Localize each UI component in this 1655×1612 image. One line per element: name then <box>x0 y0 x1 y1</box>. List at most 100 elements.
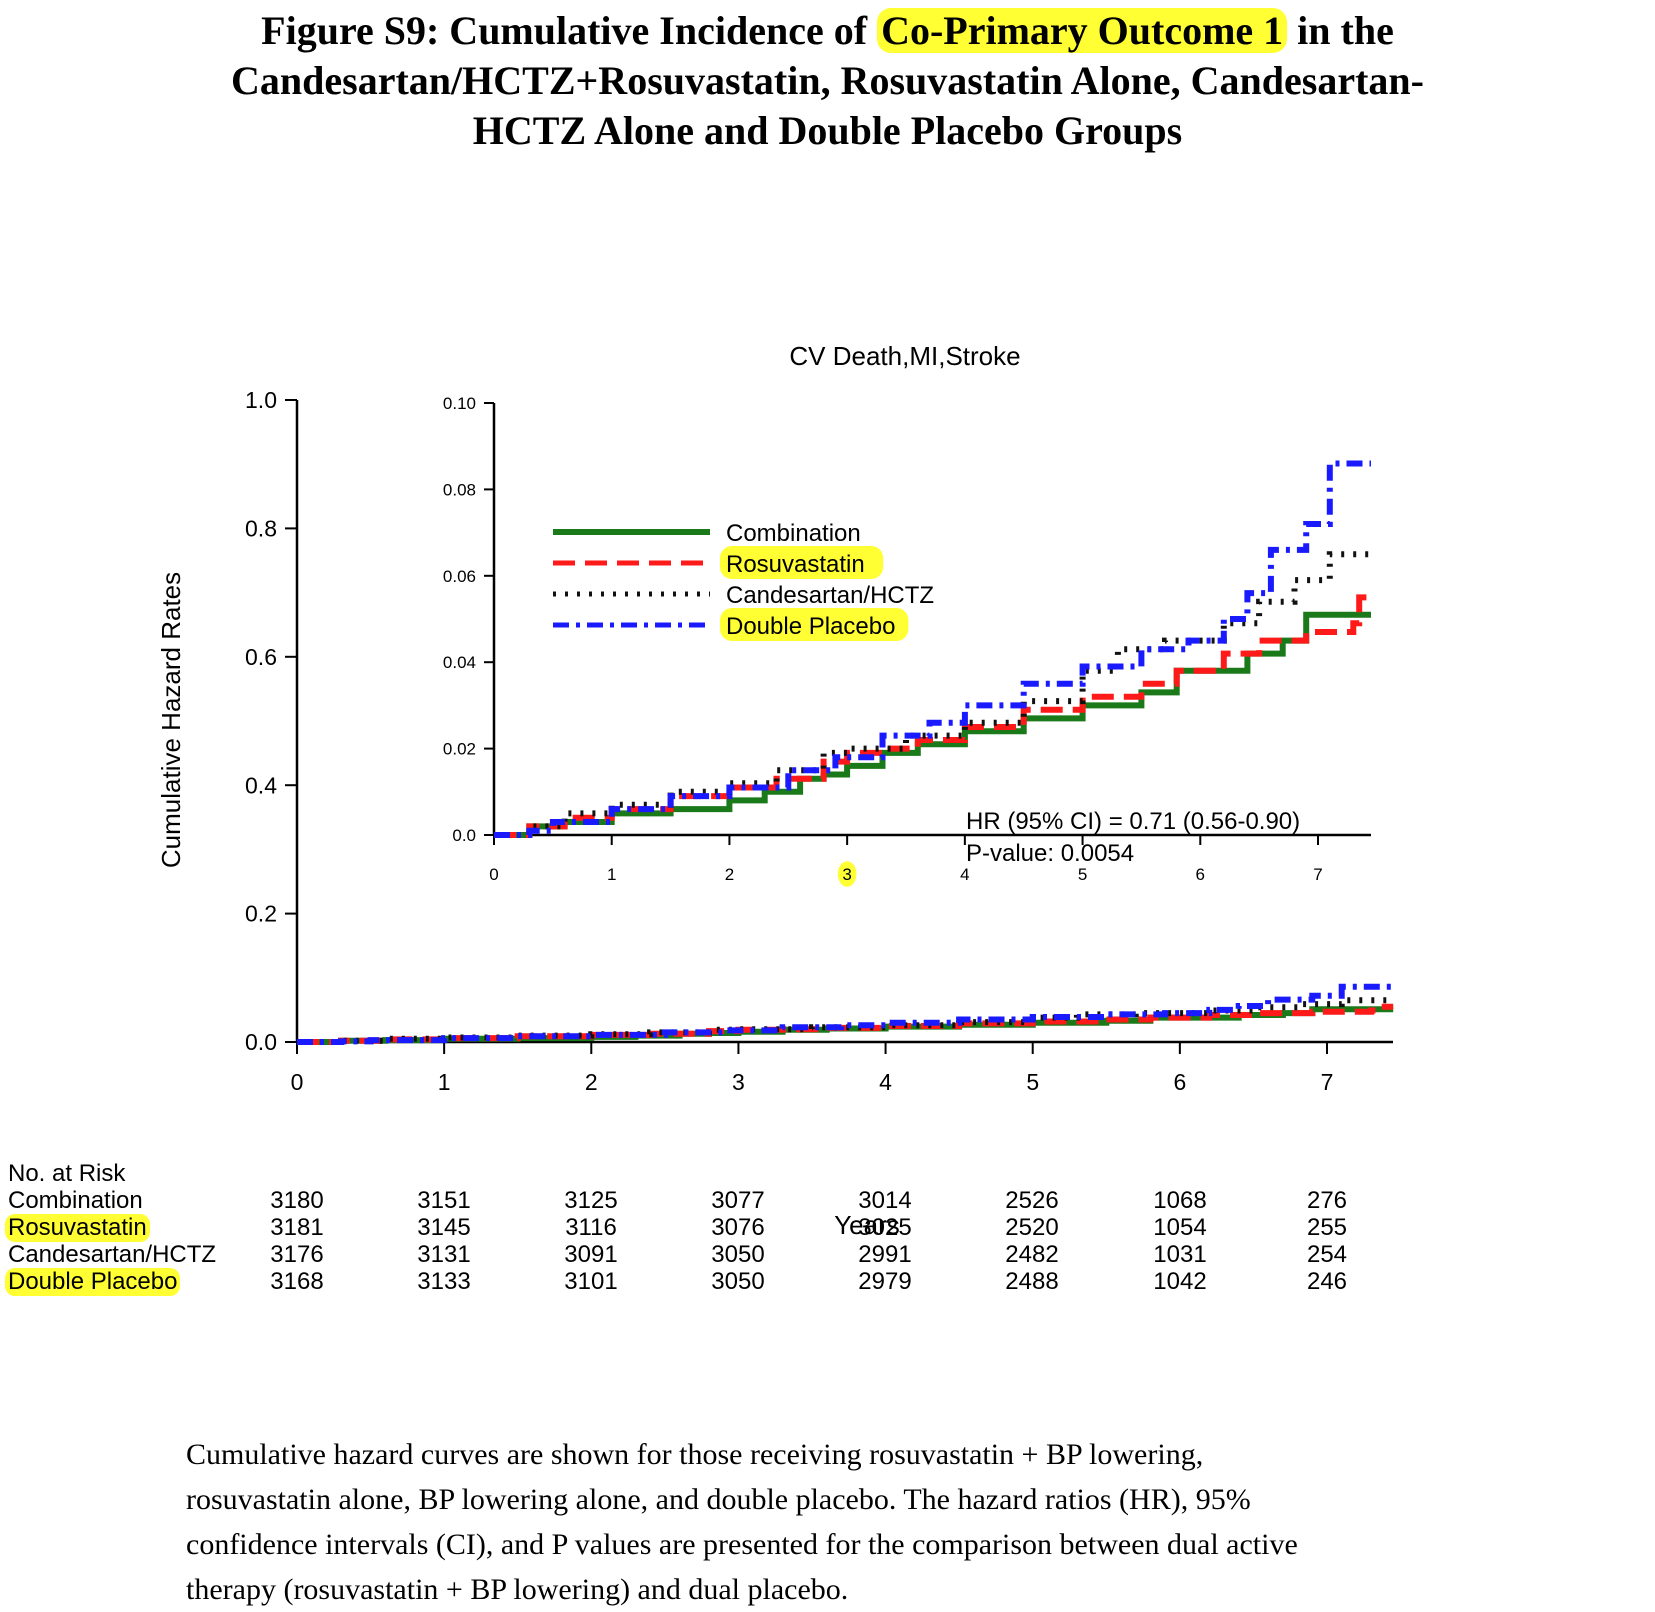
risk-table-header-row: No. at Risk <box>0 1160 1655 1188</box>
risk-cell: 3131 <box>417 1241 471 1268</box>
main-x-tick-label: 5 <box>1026 1069 1039 1095</box>
legend-highlight <box>720 546 884 579</box>
risk-row-label: Rosuvastatin <box>5 1214 150 1242</box>
inset-series-rosuvastatin <box>494 594 1371 838</box>
inset-x-tick-highlight <box>837 861 857 887</box>
inset-y-tick-label: 0.02 <box>443 740 476 759</box>
caption-line: rosuvastatin alone, BP lowering alone, a… <box>186 1483 1251 1516</box>
risk-cell: 2526 <box>1005 1187 1059 1214</box>
inset-x-tick-label: 2 <box>725 865 734 884</box>
main-x-tick-label: 0 <box>291 1069 304 1095</box>
risk-cell: 246 <box>1306 1268 1348 1295</box>
risk-cell: 254 <box>1306 1241 1348 1268</box>
caption-line: therapy (rosuvastatin + BP lowering) and… <box>186 1573 849 1606</box>
risk-table-row: Candesartan/HCTZ 3176 3131 3091 3050 2991 2482… <box>0 1241 1655 1269</box>
risk-cell: 1054 <box>1153 1214 1207 1241</box>
main-series-candesartan-hctz <box>297 997 1397 1045</box>
inset-y-tick-label: 0.10 <box>443 394 476 413</box>
p-value-annotation: P-value: 0.0054 <box>966 840 1134 867</box>
inset-series-double-placebo <box>494 460 1371 838</box>
risk-cell: 3025 <box>858 1214 912 1241</box>
title-line-1-end: in the <box>1287 8 1394 53</box>
main-series-double-placebo <box>297 983 1394 1045</box>
title-highlight: Co-Primary Outcome 1 <box>877 8 1288 53</box>
risk-table-row: Rosuvastatin 3181 3145 3116 3076 3025 2520 1054… <box>0 1214 1655 1242</box>
legend-label-combination: Combination <box>726 520 861 547</box>
risk-cell: 1068 <box>1153 1187 1207 1214</box>
risk-cell: 2488 <box>1005 1268 1059 1295</box>
main-y-tick-label: 0.0 <box>245 1029 277 1055</box>
main-axes: 0.0 0.2 0.4 0.6 0.8 1.0 0 1 2 3 4 5 6 7 <box>245 387 1393 1095</box>
inset-x-tick-label: 7 <box>1313 865 1322 884</box>
risk-cell: 2520 <box>1005 1214 1059 1241</box>
main-y-tick-label: 0.2 <box>245 901 277 927</box>
risk-row-label: Combination <box>8 1187 143 1214</box>
risk-cell: 3050 <box>711 1241 765 1268</box>
risk-cell: 3133 <box>417 1268 471 1295</box>
risk-cell: 3050 <box>711 1268 765 1295</box>
main-x-tick-label: 3 <box>732 1069 745 1095</box>
inset-series-group <box>494 460 1374 838</box>
inset-series-combination <box>494 611 1371 838</box>
main-x-tick-label: 7 <box>1321 1069 1334 1095</box>
inset-x-tick-label: 3 <box>842 865 851 884</box>
x-axis-label: Years <box>834 1210 900 1240</box>
legend-label-double-placebo: Double Placebo <box>726 613 895 640</box>
risk-cell: 3125 <box>564 1187 618 1214</box>
inset-y-tick-label: 0.06 <box>443 567 476 586</box>
risk-cell: 2979 <box>858 1268 912 1295</box>
risk-row-label: Candesartan/HCTZ <box>8 1241 217 1268</box>
main-series-group <box>297 983 1397 1045</box>
main-y-tick-label: 0.4 <box>245 772 277 798</box>
risk-table-row: Combination 3180 3151 3125 3077 3014 2526 1068 2… <box>0 1187 1655 1215</box>
cumulative-hazard-chart: CV Death,MI,Stroke Cumulative Hazard Rat… <box>156 341 1397 1240</box>
main-y-tick-label: 1.0 <box>245 387 277 413</box>
inset-x-tick-label: 1 <box>607 865 616 884</box>
legend: Combination Rosuvastatin Candesartan/HCTZ D… <box>553 520 934 641</box>
chart-title: CV Death,MI,Stroke <box>789 341 1020 371</box>
risk-table-row: Double Placebo 3168 3133 3101 3050 2979 2488 10… <box>0 1268 1655 1296</box>
inset-y-tick-label: 0.08 <box>443 480 476 499</box>
risk-cell: 3181 <box>270 1214 324 1241</box>
risk-cell: 3145 <box>417 1214 471 1241</box>
legend-label-rosuvastatin: Rosuvastatin <box>726 551 865 578</box>
main-y-tick-label: 0.6 <box>245 644 277 670</box>
main-x-tick-label: 2 <box>585 1069 598 1095</box>
risk-cell: 3101 <box>564 1268 618 1295</box>
inset-x-tick-label: 0 <box>489 865 498 884</box>
title-line-1-start: Figure S9: Cumulative Incidence of <box>261 8 878 53</box>
inset-x-tick-label: 5 <box>1078 865 1087 884</box>
risk-cell: 3176 <box>270 1241 324 1268</box>
risk-cell: 3091 <box>564 1241 618 1268</box>
y-axis-label: Cumulative Hazard Rates <box>156 572 186 868</box>
inset-y-tick-label: 0.0 <box>452 826 476 845</box>
risk-cell: 3076 <box>711 1214 765 1241</box>
risk-cell: 1042 <box>1153 1268 1207 1295</box>
figure-caption: Cumulative hazard curves are shown for t… <box>186 1432 1655 1612</box>
inset-axes: 0.0 0.02 0.04 0.06 0.08 0.10 0 1 2 3 4 5 6 7 <box>443 394 1371 887</box>
risk-cell: 255 <box>1306 1214 1348 1241</box>
risk-cell: 276 <box>1306 1187 1348 1214</box>
risk-cell: 3151 <box>417 1187 471 1214</box>
inset-y-tick-label: 0.04 <box>443 653 476 672</box>
risk-cell: 2482 <box>1005 1241 1059 1268</box>
caption-line: Cumulative hazard curves are shown for t… <box>186 1438 1204 1471</box>
risk-cell: 3180 <box>270 1187 324 1214</box>
risk-cell: 2991 <box>858 1241 912 1268</box>
caption-line: confidence intervals (CI), and P values … <box>186 1528 1298 1561</box>
risk-cell: 3077 <box>711 1187 765 1214</box>
inset-x-tick-label: 4 <box>960 865 969 884</box>
risk-cell: 3014 <box>858 1187 912 1214</box>
risk-cell: 1031 <box>1153 1241 1207 1268</box>
risk-table-header: No. at Risk <box>8 1160 126 1187</box>
risk-row-label: Double Placebo <box>5 1268 181 1296</box>
main-x-tick-label: 1 <box>438 1069 451 1095</box>
main-y-tick-label: 0.8 <box>245 515 277 541</box>
title-line-1: Figure S9: Cumulative Incidence of Co-Pr… <box>0 6 1655 56</box>
main-x-tick-label: 6 <box>1173 1069 1186 1095</box>
legend-label-candesartan-hctz: Candesartan/HCTZ <box>726 582 934 609</box>
legend-highlight <box>720 608 909 641</box>
title-line-2: Candesartan/HCTZ+Rosuvastatin, Rosuvasta… <box>231 58 1424 103</box>
title-line-3: HCTZ Alone and Double Placebo Groups <box>472 108 1183 153</box>
risk-cell: 3168 <box>270 1268 324 1295</box>
